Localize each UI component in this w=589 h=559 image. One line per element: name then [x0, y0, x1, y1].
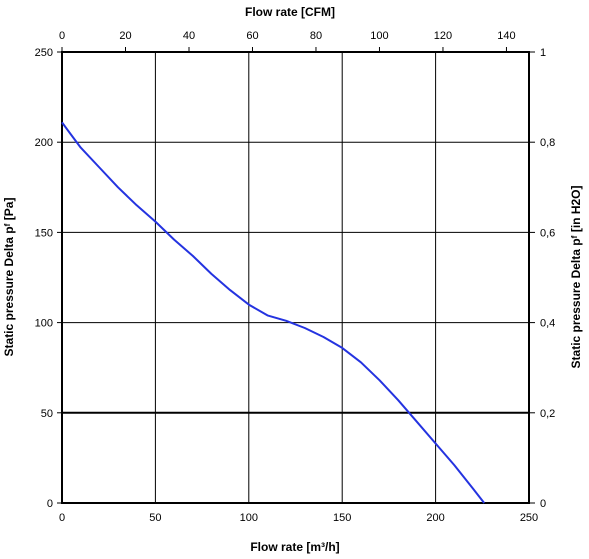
x-tick-label-bottom: 100	[240, 512, 258, 524]
x-tick-label-bottom: 150	[333, 512, 351, 524]
x-tick-label-top: 40	[183, 30, 195, 42]
y-tick-label-right: 0,2	[540, 408, 555, 420]
x-tick-label-top: 60	[246, 30, 258, 42]
x-tick-label-bottom: 0	[59, 512, 65, 524]
series-line	[61, 121, 485, 504]
x-tick-label-bottom: 250	[520, 512, 538, 524]
x-tick-label-top: 20	[119, 30, 131, 42]
x-tick-label-top: 100	[370, 30, 388, 42]
x-tick-label-bottom: 200	[426, 512, 444, 524]
x-axis-title-bottom: Flow rate [m³/h]	[250, 540, 339, 554]
y-axis-title-left: Static pressure Delta pᶠ [Pa]	[2, 198, 16, 357]
y-tick-label-right: 0	[540, 498, 546, 510]
grid-lines	[62, 52, 529, 503]
x-tick-label-top: 0	[59, 30, 65, 42]
y-tick-label-left: 200	[35, 137, 53, 149]
y-tick-label-right: 0,8	[540, 137, 555, 149]
y-axis-title-right: Static pressure Delta pᶠ [in H2O]	[569, 186, 583, 369]
y-tick-label-right: 1	[540, 47, 546, 59]
y-tick-label-right: 0,4	[540, 318, 555, 330]
y-tick-label-left: 250	[35, 47, 53, 59]
y-tick-label-left: 100	[35, 318, 53, 330]
series-layer	[61, 121, 485, 504]
y-tick-label-left: 0	[47, 498, 53, 510]
x-tick-label-top: 80	[310, 30, 322, 42]
plot-area	[62, 52, 529, 503]
x-tick-label-top: 140	[497, 30, 515, 42]
y-tick-label-left: 150	[35, 227, 53, 239]
x-tick-label-top: 120	[434, 30, 452, 42]
x-tick-label-bottom: 50	[149, 512, 161, 524]
y-tick-label-left: 50	[41, 408, 53, 420]
y-tick-label-right: 0,6	[540, 227, 555, 239]
x-axis-title-top: Flow rate [CFM]	[245, 5, 335, 19]
plot-frame	[61, 51, 530, 504]
